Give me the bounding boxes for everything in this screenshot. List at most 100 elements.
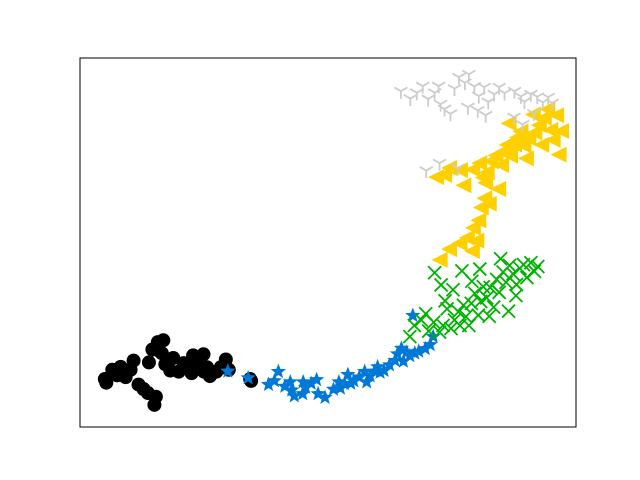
axes-frame [79,57,577,428]
data-point [407,345,423,360]
data-point [419,166,434,179]
data-point [445,282,461,297]
data-point [427,265,442,280]
data-point [478,110,493,123]
data-point [502,258,517,273]
data-point [411,343,427,358]
data-point [369,358,386,374]
data-point [431,251,448,268]
data-point [491,285,507,300]
data-point [156,333,171,348]
data-point [422,336,438,352]
data-point [507,86,522,99]
data-point [395,353,411,368]
data-point [331,373,347,389]
data-point [260,376,277,392]
data-point [152,343,167,358]
data-point [148,389,163,404]
series-2-x [402,251,545,344]
data-point [325,381,342,396]
data-point [482,309,497,324]
data-point [426,315,441,330]
data-point [524,106,541,123]
data-point [393,340,410,355]
data-point [470,105,485,118]
data-point [346,372,362,388]
data-point [460,102,475,115]
data-point [515,119,530,132]
data-point [480,195,497,212]
data-point [508,288,524,303]
data-point [458,309,474,324]
data-point [553,123,570,140]
series-4-tri-down [393,69,560,179]
data-point [295,373,311,389]
data-point [351,369,367,384]
data-point [141,355,156,370]
data-point [270,363,287,379]
data-point [441,159,458,176]
data-point [477,82,492,95]
data-point [550,146,567,163]
data-point [421,94,436,107]
data-point [381,357,398,372]
data-point [399,344,415,359]
data-point [303,375,319,390]
data-point [433,99,448,112]
data-point [501,303,516,319]
data-point [461,69,476,82]
data-point [372,364,388,379]
data-point [451,304,466,320]
data-point [479,290,494,305]
data-point [220,363,236,378]
data-point [332,380,349,395]
data-point [286,388,302,403]
data-point [196,347,211,362]
data-point [523,255,539,270]
data-point [535,109,552,126]
data-point [284,382,300,397]
data-point [402,329,417,344]
data-point [490,180,507,197]
data-point [357,363,373,379]
data-point [393,86,408,99]
data-point [472,261,487,277]
data-point [470,212,487,229]
data-point [467,286,482,301]
data-point [545,98,560,111]
data-point [277,378,293,393]
data-point [126,353,141,368]
data-point [493,251,508,266]
data-point [99,375,114,390]
data-point [387,352,403,368]
data-point [544,131,561,148]
data-point [336,375,352,391]
data-point [451,162,468,179]
data-point [282,373,298,389]
data-point [443,109,458,122]
data-point [362,368,378,383]
data-point [308,371,325,387]
data-point [454,263,470,279]
data-point [497,88,512,101]
data-point [468,232,485,249]
data-point [166,350,181,365]
data-point [433,277,449,293]
axes-background [80,58,576,427]
data-point [478,164,495,181]
data-point [432,158,447,171]
data-point [463,242,480,259]
data-point [517,97,532,110]
data-point [310,385,326,401]
data-point [451,163,465,176]
data-point [414,312,429,328]
data-point [441,241,458,258]
data-point [530,259,545,274]
data-point [512,123,529,140]
data-point [464,219,481,236]
data-point [407,318,422,333]
data-point [500,115,517,132]
data-point [447,84,462,97]
data-point [439,301,455,317]
data-point [197,364,211,379]
